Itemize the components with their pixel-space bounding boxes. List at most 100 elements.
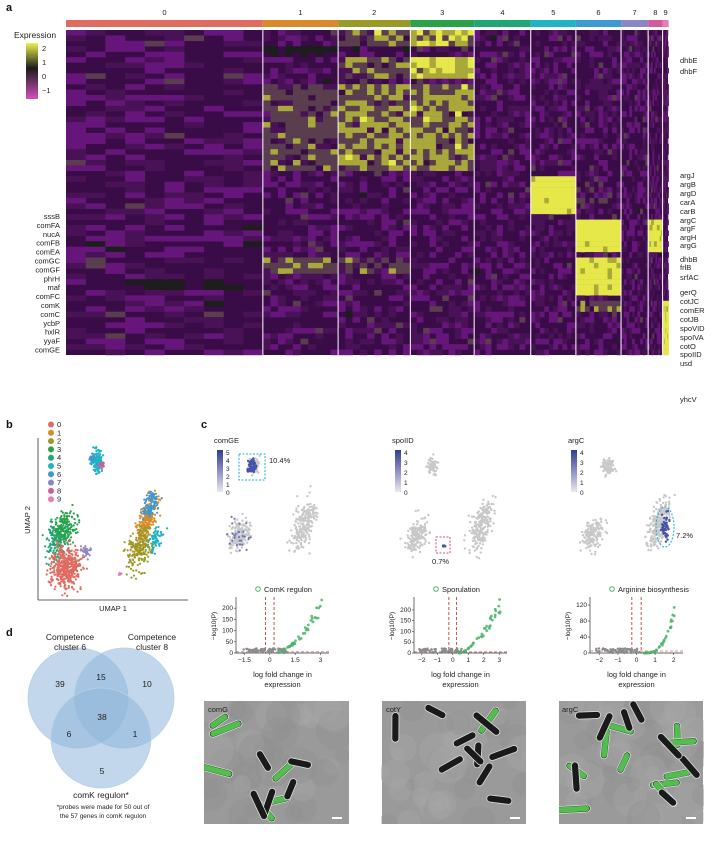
volcano-ytick-spoIID-200: 200 xyxy=(400,607,411,614)
venn-b-c: 1 xyxy=(133,729,138,739)
cluster-label-9: 9 xyxy=(664,8,668,17)
c-gene-label-comGE: comGE xyxy=(214,436,239,445)
expression-colorbar xyxy=(26,43,38,99)
volcano-xtick-argC-1: −1 xyxy=(614,657,622,664)
volcano-xtick-spoIID-2: 0 xyxy=(451,657,455,664)
right-gene-spoIID: spoIID xyxy=(680,350,702,359)
right-gene-carB: carB xyxy=(680,207,695,216)
umap-legend-dot-5 xyxy=(48,463,54,469)
umap-ylabel: UMAP 2 xyxy=(23,506,32,534)
umap-legend-label-9: 9 xyxy=(57,495,61,504)
cluster-label-6: 6 xyxy=(596,8,600,17)
cluster-label-2: 2 xyxy=(372,8,376,17)
volcano-ylabel-comGE: −log10(P) xyxy=(211,612,218,640)
right-gene-carA: carA xyxy=(680,198,695,207)
left-gene-yyaF: yyaF xyxy=(44,337,61,346)
c-umap-comGE xyxy=(226,455,319,555)
volcano-xtick-argC-3: 1 xyxy=(653,657,657,664)
left-gene-comGC: comGC xyxy=(35,257,61,266)
c-scale-tick-argC-0: 0 xyxy=(580,490,584,497)
c-scale-tick-comGE-4: 4 xyxy=(226,458,230,465)
venn-label-b2: cluster 8 xyxy=(136,642,168,652)
volcano-legend-marker-comGE xyxy=(256,587,261,592)
left-gene-comC: comC xyxy=(40,310,60,319)
volcano-xtick-argC-0: −2 xyxy=(596,657,604,664)
venn-label-c: comK regulon* xyxy=(73,790,129,800)
volcano-title-spoIID: Sporulation xyxy=(442,585,480,594)
right-gene-dhbF: dhbF xyxy=(680,67,698,76)
venn-footnote-2: the 57 genes in comK regulon xyxy=(60,813,147,820)
right-gene-cotJB: cotJB xyxy=(680,315,699,324)
micrograph-cotY xyxy=(375,693,542,837)
c-gene-label-spoIID: spoIID xyxy=(392,436,414,445)
c-scale-tick-spoIID-4: 4 xyxy=(404,450,408,457)
c-scale-bar-comGE xyxy=(217,450,223,492)
right-gene-argD: argD xyxy=(680,189,697,198)
left-gene-comFC: comFC xyxy=(36,292,61,301)
volcano-ytick-argC-0: 0 xyxy=(583,650,587,657)
volcano-ytick-comGE-100: 100 xyxy=(222,628,233,635)
c-gene-label-argC: argC xyxy=(568,436,585,445)
legend-tick-neg1: −1 xyxy=(42,86,51,95)
c-panel-spoIID: spoIID432100.7%Sporulation200150100500−2… xyxy=(375,436,542,837)
cluster-bar-segment-1 xyxy=(263,20,338,27)
cluster-bar-segment-6 xyxy=(576,20,621,27)
right-gene-cotJC: cotJC xyxy=(680,297,700,306)
panel-label-d: d xyxy=(6,627,13,639)
venn-footnote-1: *probes were made for 50 out of xyxy=(57,804,150,811)
left-gene-sssB: sssB xyxy=(44,212,60,221)
volcano-xtick-argC-4: 2 xyxy=(672,657,676,664)
volcano-legend-marker-spoIID xyxy=(434,587,439,592)
micrograph-argC xyxy=(555,686,714,837)
left-gene-phrH: phrH xyxy=(44,274,60,283)
venn-only-c: 5 xyxy=(100,766,105,776)
volcano-xlabel2-spoIID: expression xyxy=(442,680,478,689)
legend-tick-2: 2 xyxy=(42,44,46,53)
venn-only-b: 10 xyxy=(142,679,152,689)
c-scale-tick-spoIID-2: 2 xyxy=(404,470,408,477)
umap-legend-dot-4 xyxy=(48,455,54,461)
umap-legend-dot-7 xyxy=(48,480,54,486)
right-gene-srfAC: srfAC xyxy=(680,273,699,282)
volcano-ytick-spoIID-150: 150 xyxy=(400,618,411,625)
volcano-xtick-spoIID-0: −2 xyxy=(418,657,426,664)
volcano-xtick-comGE-1: 0 xyxy=(268,657,272,664)
volcano-xtick-comGE-3: 3 xyxy=(319,657,323,664)
left-gene-nucA: nucA xyxy=(43,230,60,239)
c-scale-tick-argC-2: 2 xyxy=(580,470,584,477)
volcano-xlabel2-argC: expression xyxy=(618,680,654,689)
cluster-bar-segment-2 xyxy=(338,20,410,27)
venn-label-a1: Competence xyxy=(46,632,94,642)
venn-center: 38 xyxy=(97,712,107,722)
right-gene-argJ: argJ xyxy=(680,171,695,180)
cluster-bar-segment-8 xyxy=(648,20,662,27)
umap-legend-dot-1 xyxy=(48,430,54,436)
volcano-legend-marker-argC xyxy=(610,587,615,592)
left-gene-comEA: comEA xyxy=(36,248,60,257)
volcano-xtick-comGE-0: −1.5 xyxy=(238,657,251,664)
volcano-xlabel1-spoIID: log fold change in xyxy=(431,670,490,679)
umap-legend-dot-2 xyxy=(48,438,54,444)
volcano-ylabel-spoIID: −log10(P) xyxy=(389,612,396,640)
left-gene-comFB: comFB xyxy=(36,239,60,248)
cluster-bar-segment-0 xyxy=(66,20,263,27)
c-scale-tick-argC-3: 3 xyxy=(580,460,584,467)
volcano-ytick-spoIID-50: 50 xyxy=(404,639,412,646)
left-gene-comGE: comGE xyxy=(35,346,60,355)
micrograph-label-cotY: cotY xyxy=(386,705,401,714)
volcano-ytick-spoIID-0: 0 xyxy=(407,650,411,657)
c-scale-bar-argC xyxy=(571,450,577,492)
umap-legend-dot-3 xyxy=(48,446,54,452)
umap-legend-dot-0 xyxy=(48,422,54,428)
c-scale-tick-spoIID-0: 0 xyxy=(404,490,408,497)
volcano-title-comGE: ComK regulon xyxy=(264,585,312,594)
scale-bar-cotY xyxy=(510,817,520,819)
venn-only-a: 39 xyxy=(55,679,65,689)
venn-label-a2: cluster 6 xyxy=(54,642,86,652)
